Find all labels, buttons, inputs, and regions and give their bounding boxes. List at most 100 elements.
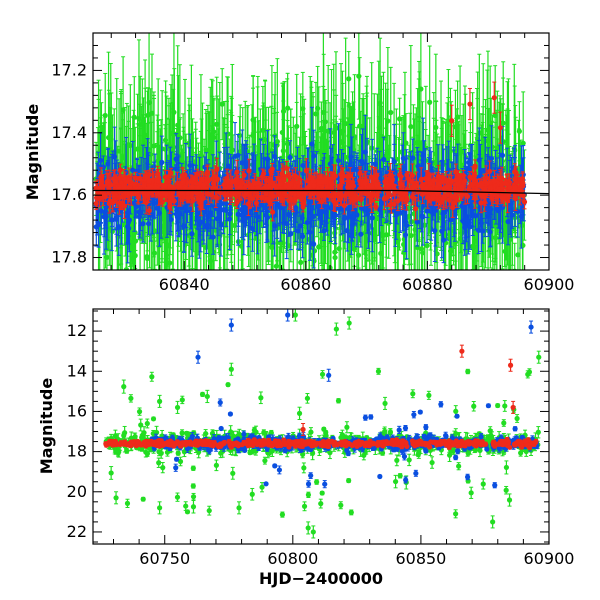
data-point-series-2	[465, 438, 471, 445]
bottom-x-tick-label: 60750	[139, 549, 190, 568]
data-point-series-0	[397, 97, 403, 141]
data-point-series-1	[113, 203, 119, 235]
data-point-series-1	[509, 201, 515, 229]
top-y-tick-label: 17.2	[51, 60, 87, 79]
data-point-series-2	[308, 169, 314, 186]
data-point-series-0	[301, 462, 307, 474]
data-point-series-2	[220, 440, 226, 447]
data-point-series-0	[321, 426, 327, 432]
data-point-series-2	[277, 176, 283, 193]
data-point-series-2	[204, 165, 210, 182]
data-point-series-0	[480, 478, 486, 490]
data-point-series-2	[472, 192, 478, 204]
data-point-series-0	[174, 492, 181, 502]
data-point-series-2	[302, 180, 309, 206]
top-x-tick-label: 60900	[524, 275, 575, 294]
data-point-series-2	[120, 440, 127, 446]
data-point-series-1	[427, 432, 433, 439]
data-point-series-0	[338, 501, 344, 510]
bottom-y-tick-label: 20	[67, 482, 87, 501]
data-point-series-0	[157, 501, 163, 515]
data-point-series-1	[288, 217, 294, 251]
data-point-series-2	[110, 193, 116, 212]
data-point-series-2	[521, 194, 528, 210]
data-point-series-0	[124, 498, 131, 508]
data-point-series-1	[454, 413, 460, 419]
data-point-series-1	[218, 425, 224, 432]
data-point-series-0	[503, 460, 510, 475]
data-point-series-0	[225, 382, 231, 388]
data-point-series-2	[229, 440, 235, 447]
data-point-series-0	[190, 500, 197, 514]
data-point-series-1	[381, 136, 387, 183]
top-y-tick-label: 17.8	[51, 248, 87, 267]
data-point-series-1	[413, 469, 419, 477]
data-point-series-1	[485, 403, 492, 409]
data-point-series-0	[247, 450, 253, 456]
data-point-series-0	[346, 478, 352, 484]
bottom-y-tick-label: 22	[67, 522, 87, 541]
data-point-series-0	[174, 400, 181, 414]
data-point-series-1	[285, 309, 291, 322]
top-x-tick-label: 60840	[159, 275, 210, 294]
data-point-series-1	[348, 217, 355, 255]
data-point-series-2	[275, 442, 281, 449]
data-point-series-0	[356, 33, 362, 120]
data-point-series-1	[321, 220, 327, 241]
data-point-series-1	[173, 463, 179, 472]
data-point-series-1	[416, 163, 422, 186]
data-point-series-1	[311, 219, 317, 269]
data-point-series-0	[471, 401, 477, 412]
data-point-series-2	[143, 443, 149, 449]
data-point-series-0	[149, 371, 155, 382]
data-point-series-1	[528, 320, 534, 334]
data-point-series-0	[315, 65, 321, 151]
data-point-series-0	[468, 486, 474, 499]
data-point-series-0	[319, 490, 325, 496]
data-point-series-0	[219, 68, 225, 141]
data-point-series-2	[446, 438, 452, 444]
top-y-tick-label: 17.4	[51, 123, 87, 142]
data-point-series-2	[329, 172, 335, 197]
data-point-series-0	[305, 491, 312, 498]
data-point-series-2	[409, 188, 415, 206]
data-point-series-2	[439, 440, 445, 446]
data-point-series-0	[318, 498, 324, 509]
data-point-series-0	[292, 309, 298, 322]
data-point-series-2	[384, 440, 390, 447]
data-point-series-0	[179, 395, 185, 405]
data-point-series-2	[268, 443, 275, 449]
bottom-x-tick-label: 60850	[395, 549, 446, 568]
data-point-series-1	[423, 424, 429, 431]
data-point-series-2	[530, 441, 536, 447]
data-point-series-1	[467, 203, 473, 250]
data-point-series-2	[207, 442, 213, 448]
data-point-series-2	[455, 443, 461, 449]
data-point-series-2	[434, 442, 440, 448]
data-point-series-2	[263, 195, 270, 203]
data-point-series-1	[308, 472, 314, 479]
data-point-series-2	[358, 440, 364, 447]
data-point-series-0	[335, 398, 342, 404]
data-point-series-0	[175, 450, 181, 456]
data-point-series-1	[377, 473, 383, 480]
data-point-series-0	[394, 454, 400, 467]
data-point-series-1	[326, 368, 332, 382]
data-point-series-1	[205, 213, 211, 237]
data-point-series-1	[263, 481, 269, 487]
data-point-series-0	[314, 479, 320, 485]
data-point-series-1	[305, 480, 312, 488]
data-point-series-0	[128, 394, 134, 403]
data-point-series-1	[492, 482, 498, 489]
data-point-series-0	[113, 491, 119, 505]
data-point-series-0	[230, 466, 236, 480]
data-point-series-1	[173, 456, 180, 462]
data-point-series-0	[121, 432, 127, 439]
bottom-x-tick-label: 60900	[524, 549, 575, 568]
data-point-series-2	[235, 443, 241, 449]
data-point-series-1	[462, 198, 468, 256]
data-point-series-2	[179, 184, 185, 203]
data-point-series-0	[190, 492, 197, 501]
data-point-series-0	[495, 402, 501, 409]
data-point-series-0	[190, 483, 196, 489]
